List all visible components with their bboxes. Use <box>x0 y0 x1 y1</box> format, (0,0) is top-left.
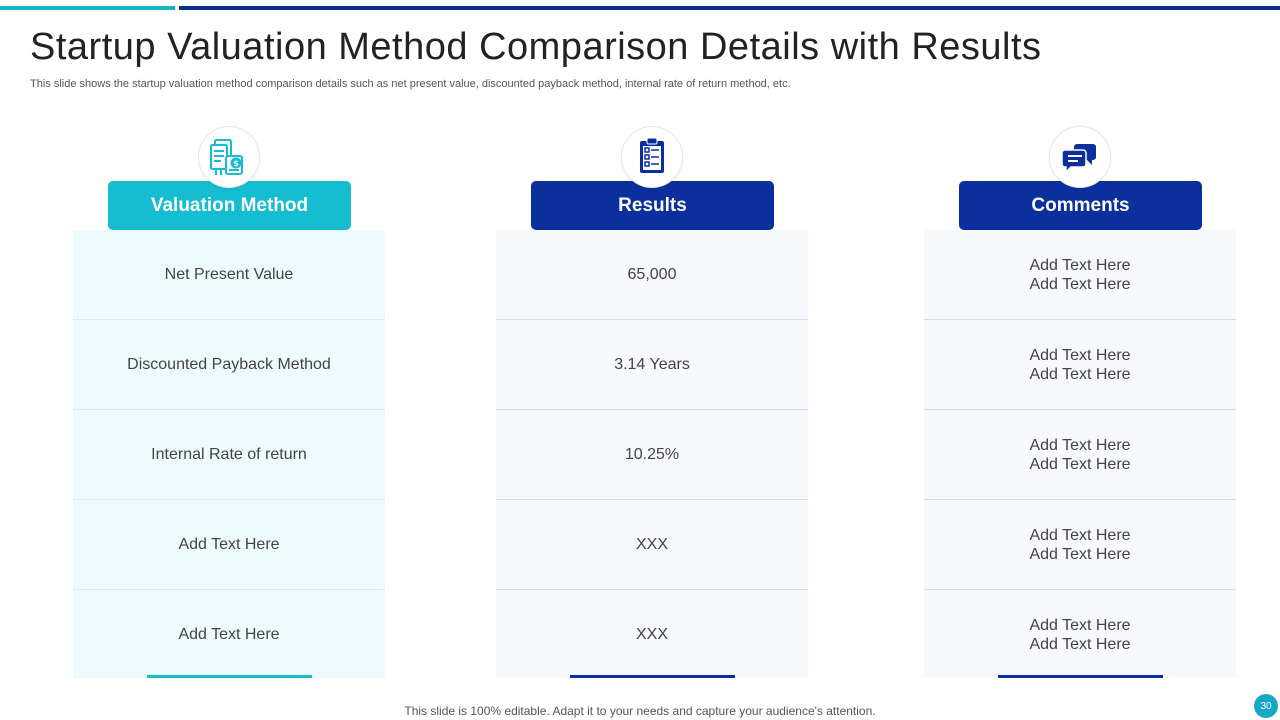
table-cell: 65,000 <box>496 230 808 320</box>
valuation-method-body: Net Present Value Discounted Payback Met… <box>73 230 385 678</box>
cell-text: Discounted Payback Method <box>127 356 331 373</box>
table-cell: Add Text Here <box>73 500 385 590</box>
cell-text: Add Text Here <box>1029 275 1131 293</box>
table-cell: Internal Rate of return <box>73 410 385 500</box>
valuation-method-column: $ Valuation Method Net Present Value Dis… <box>73 126 385 686</box>
top-accent-bar-cyan <box>0 6 175 10</box>
results-header: Results <box>531 181 774 230</box>
cell-text: Add Text Here <box>1029 455 1131 473</box>
cell-text: Add Text Here <box>1029 616 1131 634</box>
top-accent-bar-navy <box>179 6 1280 10</box>
cell-text: Add Text Here <box>1029 436 1131 454</box>
cell-text: XXX <box>635 626 668 643</box>
page-number-badge: 30 <box>1254 694 1278 718</box>
valuation-method-header: Valuation Method <box>108 181 351 230</box>
results-body: 65,000 3.14 Years 10.25% XXX XXX <box>496 230 808 678</box>
svg-text:$: $ <box>233 159 239 168</box>
table-cell: 10.25% <box>496 410 808 500</box>
table-cell: 3.14 Years <box>496 320 808 410</box>
table-cell: Add Text Here Add Text Here <box>924 590 1236 679</box>
page-title: Startup Valuation Method Comparison Deta… <box>30 26 1042 68</box>
table-cell: XXX <box>496 500 808 590</box>
comments-body: Add Text Here Add Text Here Add Text Here… <box>924 230 1236 678</box>
cell-text: 65,000 <box>627 266 677 283</box>
documents-money-icon: $ <box>198 126 260 188</box>
cell-text: Add Text Here <box>1029 346 1131 364</box>
cell-text: Net Present Value <box>164 266 294 283</box>
column-bottom-accent <box>998 675 1163 678</box>
cell-text: 10.25% <box>624 446 680 463</box>
table-cell: Add Text Here Add Text Here <box>924 230 1236 320</box>
comments-column: Comments Add Text Here Add Text Here Add … <box>924 126 1236 686</box>
table-cell: Discounted Payback Method <box>73 320 385 410</box>
chat-bubbles-icon <box>1049 126 1111 188</box>
comments-header: Comments <box>959 181 1202 230</box>
cell-text: Add Text Here <box>1029 526 1131 544</box>
cell-text: 3.14 Years <box>614 356 690 373</box>
cell-text: Add Text Here <box>1029 365 1131 383</box>
clipboard-checklist-icon <box>621 126 683 188</box>
table-cell: Add Text Here Add Text Here <box>924 320 1236 410</box>
cell-text: Add Text Here <box>178 626 280 643</box>
cell-text: XXX <box>635 536 668 553</box>
page-subtitle: This slide shows the startup valuation m… <box>30 78 791 90</box>
table-cell: Net Present Value <box>73 230 385 320</box>
footer-note: This slide is 100% editable. Adapt it to… <box>404 704 876 718</box>
table-cell: Add Text Here Add Text Here <box>924 500 1236 590</box>
table-cell: Add Text Here <box>73 590 385 679</box>
cell-text: Add Text Here <box>1029 256 1131 274</box>
column-bottom-accent <box>147 675 312 678</box>
cell-text: Add Text Here <box>1029 635 1131 653</box>
cell-text: Add Text Here <box>178 536 280 553</box>
column-bottom-accent <box>570 675 735 678</box>
cell-text: Add Text Here <box>1029 545 1131 563</box>
cell-text: Internal Rate of return <box>151 446 307 463</box>
table-cell: XXX <box>496 590 808 679</box>
table-cell: Add Text Here Add Text Here <box>924 410 1236 500</box>
results-column: Results 65,000 3.14 Years 10.25% XXX XXX <box>496 126 808 686</box>
